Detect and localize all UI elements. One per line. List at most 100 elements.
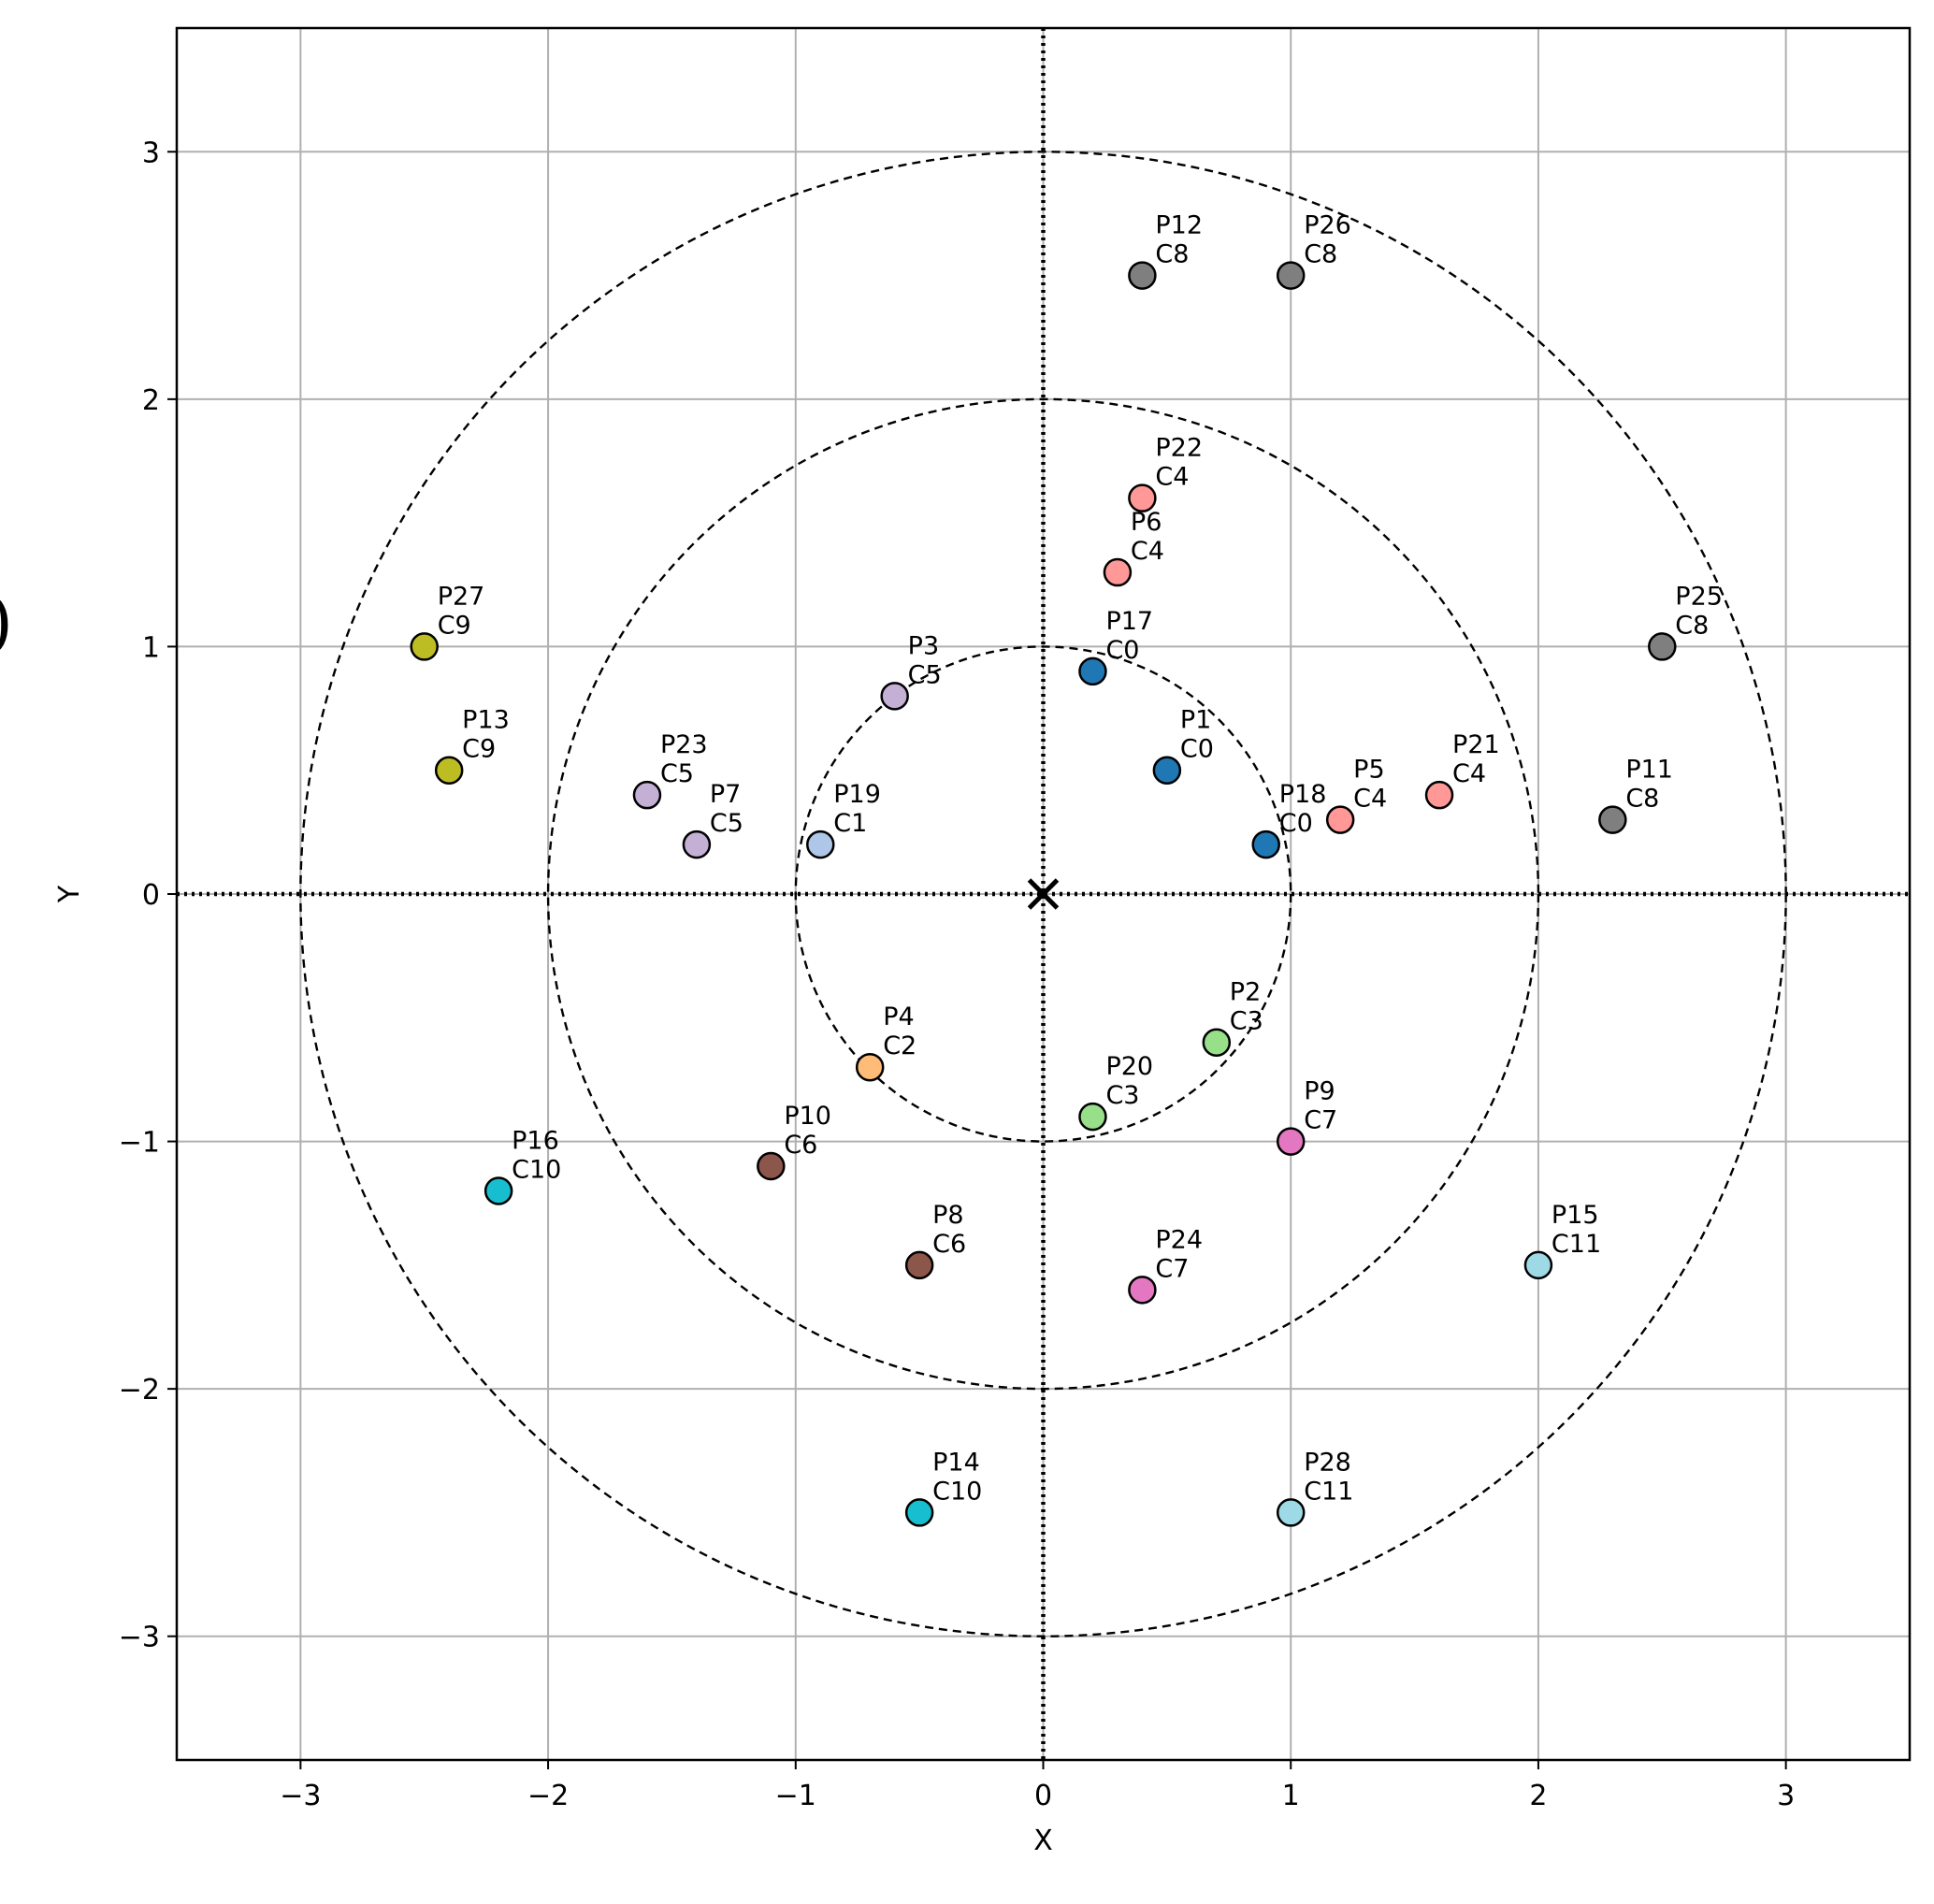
point-label-id: P7 xyxy=(710,780,741,809)
point-label-cluster: C3 xyxy=(1230,1007,1263,1036)
point-label-cluster: C6 xyxy=(932,1230,966,1259)
data-point-p8 xyxy=(904,1250,934,1280)
data-point-p6 xyxy=(1103,557,1133,587)
point-label-cluster: C8 xyxy=(1625,785,1659,814)
point-label-id: P22 xyxy=(1155,434,1203,463)
point-label-cluster: C2 xyxy=(883,1031,916,1060)
y-tick-label: −3 xyxy=(119,1622,160,1654)
data-point-p27 xyxy=(410,632,439,661)
data-point-p24 xyxy=(1128,1276,1157,1305)
point-label-cluster: C0 xyxy=(1105,636,1139,665)
point-label-id: P12 xyxy=(1155,211,1203,240)
data-point-p4 xyxy=(855,1052,885,1082)
data-point-p10 xyxy=(757,1151,786,1181)
point-label-cluster: C4 xyxy=(1452,759,1486,788)
point-label-cluster: C5 xyxy=(710,809,743,838)
point-label-cluster: C10 xyxy=(512,1155,561,1184)
point-label-id: P9 xyxy=(1304,1077,1335,1106)
data-point-p15 xyxy=(1523,1250,1553,1280)
data-point-p3 xyxy=(880,682,909,711)
x-tick-label: −3 xyxy=(280,1780,321,1812)
point-label-cluster: C10 xyxy=(932,1477,982,1506)
point-label-id: P24 xyxy=(1155,1225,1203,1254)
point-label-id: P5 xyxy=(1353,756,1384,785)
point-label-cluster: C9 xyxy=(462,735,496,764)
data-point-p26 xyxy=(1276,261,1306,290)
data-point-p23 xyxy=(632,780,662,810)
y-tick-label: −2 xyxy=(119,1374,160,1406)
point-label-cluster: C0 xyxy=(1180,735,1214,764)
axis-ticks: −3 −3 −2 −2 −1 −1 0 0 1 1 2 2 3 3 xyxy=(119,137,1795,1812)
point-label-cluster: C0 xyxy=(1279,809,1313,838)
point-label-cluster: C7 xyxy=(1155,1254,1189,1283)
data-point-p18 xyxy=(1251,829,1280,859)
y-tick-label: −1 xyxy=(119,1127,160,1160)
x-axis-label: X xyxy=(1033,1825,1053,1857)
point-label-cluster: C8 xyxy=(1675,611,1709,640)
point-label-id: P19 xyxy=(833,780,881,809)
zero-axes xyxy=(177,28,1910,1760)
point-label-cluster: C1 xyxy=(833,809,867,838)
point-label-id: P2 xyxy=(1230,978,1261,1007)
data-point-p5 xyxy=(1325,805,1355,834)
point-label-cluster: C9 xyxy=(438,611,471,640)
origin-x-stroke xyxy=(1027,878,1060,910)
point-label-id: P18 xyxy=(1279,780,1327,809)
data-point-p22 xyxy=(1128,483,1157,512)
y-axis-label: Y xyxy=(53,885,86,903)
data-point-p13 xyxy=(434,756,464,785)
data-point-p25 xyxy=(1648,632,1677,661)
point-label-id: P14 xyxy=(932,1448,980,1477)
point-label-id: P1 xyxy=(1180,706,1211,735)
data-point-p14 xyxy=(904,1498,934,1527)
point-label-id: P11 xyxy=(1625,756,1673,785)
data-point-p9 xyxy=(1276,1127,1306,1156)
point-label-id: P10 xyxy=(784,1102,831,1131)
point-label-id: P27 xyxy=(438,582,485,611)
point-label-id: P21 xyxy=(1452,730,1500,759)
x-tick-label: 0 xyxy=(1034,1780,1052,1812)
data-point-p16 xyxy=(484,1176,513,1205)
data-point-p28 xyxy=(1276,1498,1306,1527)
point-label-id: P3 xyxy=(908,631,939,660)
point-labels: P1C0P2C3P3C5P4C2P5C4P6C4P7C5P8C6P9C7P10C… xyxy=(438,211,1723,1507)
x-tick-label: −2 xyxy=(527,1780,569,1812)
point-label-cluster: C11 xyxy=(1304,1477,1353,1506)
data-point-p12 xyxy=(1128,261,1157,290)
origin-marker xyxy=(1027,878,1060,910)
point-label-id: P20 xyxy=(1105,1052,1153,1081)
x-tick-label: 2 xyxy=(1529,1780,1547,1812)
point-label-id: P4 xyxy=(883,1002,914,1031)
point-label-id: P26 xyxy=(1304,211,1351,240)
point-label-cluster: C8 xyxy=(1155,240,1189,269)
point-label-id: P13 xyxy=(462,706,510,735)
point-label-id: P6 xyxy=(1131,508,1162,537)
data-point-p19 xyxy=(806,829,835,859)
data-point-p11 xyxy=(1598,805,1627,834)
data-point-p1 xyxy=(1152,756,1182,785)
point-label-cluster: C4 xyxy=(1353,785,1387,814)
point-label-cluster: C8 xyxy=(1304,240,1337,269)
point-label-cluster: C7 xyxy=(1304,1106,1337,1135)
point-label-cluster: C4 xyxy=(1131,537,1164,566)
y-tick-label: 0 xyxy=(142,879,160,912)
point-label-id: P25 xyxy=(1675,582,1723,611)
radius-circle xyxy=(794,645,1292,1143)
y-tick-label: 3 xyxy=(142,137,160,169)
x-tick-label: 1 xyxy=(1282,1780,1300,1812)
data-point-p20 xyxy=(1078,1102,1107,1132)
point-label-id: P17 xyxy=(1105,607,1153,636)
point-label-cluster: C3 xyxy=(1105,1081,1139,1110)
x-tick-label: 3 xyxy=(1777,1780,1795,1812)
point-label-id: P15 xyxy=(1552,1201,1599,1230)
data-point-p21 xyxy=(1424,780,1454,810)
point-label-cluster: C11 xyxy=(1552,1230,1601,1259)
margin-parenthesis: ) xyxy=(0,583,13,661)
x-tick-label: −1 xyxy=(775,1780,816,1812)
point-label-cluster: C4 xyxy=(1155,463,1189,492)
y-tick-label: 1 xyxy=(142,631,160,664)
point-label-id: P16 xyxy=(512,1126,559,1155)
point-label-cluster: C5 xyxy=(660,759,694,788)
data-point-p17 xyxy=(1078,656,1107,686)
